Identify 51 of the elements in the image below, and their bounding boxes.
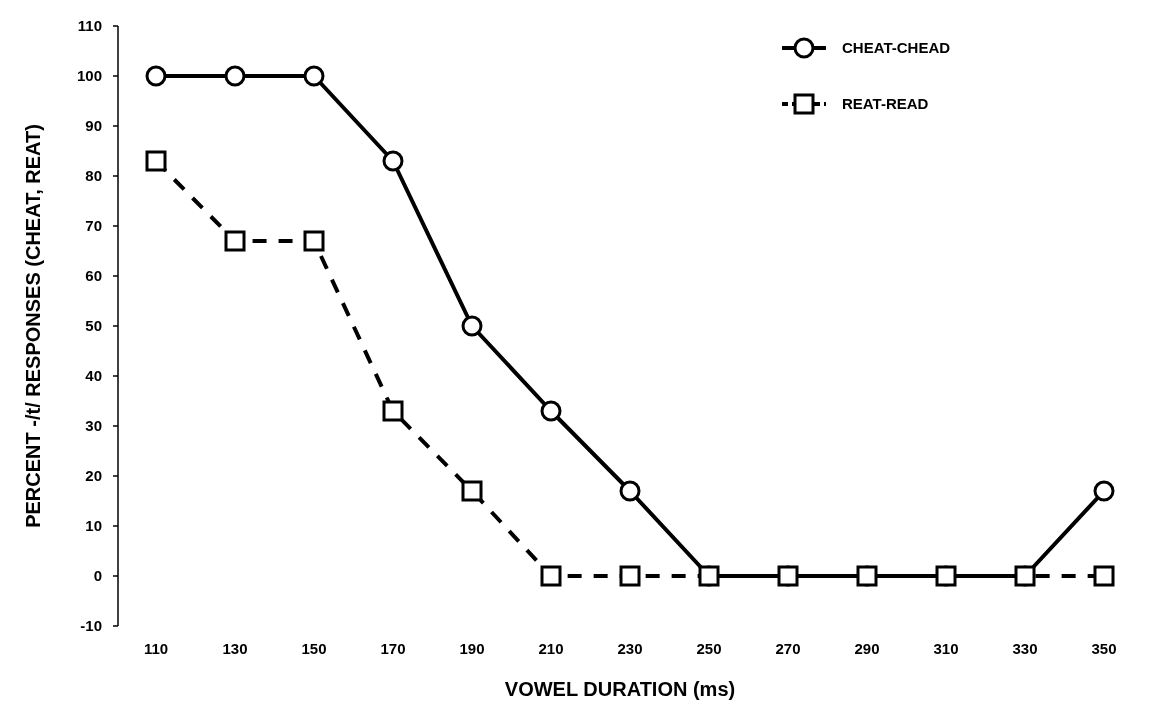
- x-tick-label: 170: [380, 640, 406, 657]
- point: [145, 150, 167, 172]
- point: [935, 565, 957, 587]
- point: [1093, 480, 1115, 502]
- point: [303, 65, 325, 87]
- point: [698, 565, 720, 587]
- point: [619, 565, 641, 587]
- point: [540, 400, 562, 422]
- y-tick-label: 10: [85, 517, 102, 535]
- x-axis-title: VOWEL DURATION (ms): [504, 678, 736, 700]
- point: [461, 480, 483, 502]
- point: [303, 230, 325, 252]
- x-tick-label: 270: [775, 640, 801, 657]
- x-tick-label: 330: [1012, 640, 1038, 657]
- point: [461, 315, 483, 337]
- point: [619, 480, 641, 502]
- point: [856, 565, 878, 587]
- point: [540, 565, 562, 587]
- point: [382, 150, 404, 172]
- y-tick-label: 30: [85, 417, 102, 435]
- point: [224, 230, 246, 252]
- x-tick-label: 110: [143, 640, 169, 657]
- x-tick-label: 130: [222, 640, 248, 657]
- x-tick-label: 230: [617, 640, 643, 657]
- x-tick-label: 150: [301, 640, 327, 657]
- x-tick-label: 190: [459, 640, 485, 657]
- y-tick-label: -10: [80, 617, 102, 635]
- y-tick-label: 20: [85, 467, 102, 485]
- point: [777, 565, 799, 587]
- y-tick-label: 110: [77, 17, 102, 35]
- point: [145, 65, 167, 87]
- legend-label: CHEAT-CHEAD: [842, 39, 951, 57]
- x-tick-label: 210: [538, 640, 564, 657]
- x-tick-label: 350: [1091, 640, 1117, 657]
- legend-label: REAT-READ: [842, 95, 929, 113]
- x-tick-label: 310: [933, 640, 959, 657]
- y-axis-title: PERCENT -/t/ RESPONSES (CHEAT, REAT): [22, 124, 44, 528]
- y-tick-label: 80: [85, 167, 102, 185]
- y-tick-label: 40: [85, 367, 102, 385]
- point: [1014, 565, 1036, 587]
- y-tick-label: 0: [93, 567, 102, 585]
- point: [224, 65, 246, 87]
- y-tick-label: 60: [85, 267, 102, 285]
- y-tick-label: 70: [85, 217, 102, 235]
- point: [382, 400, 404, 422]
- x-tick-label: 290: [854, 640, 880, 657]
- y-tick-label: 50: [85, 317, 102, 335]
- point: [1093, 565, 1115, 587]
- y-tick-label: 90: [85, 117, 102, 135]
- y-tick-label: 100: [76, 67, 102, 85]
- x-tick-label: 250: [696, 640, 722, 657]
